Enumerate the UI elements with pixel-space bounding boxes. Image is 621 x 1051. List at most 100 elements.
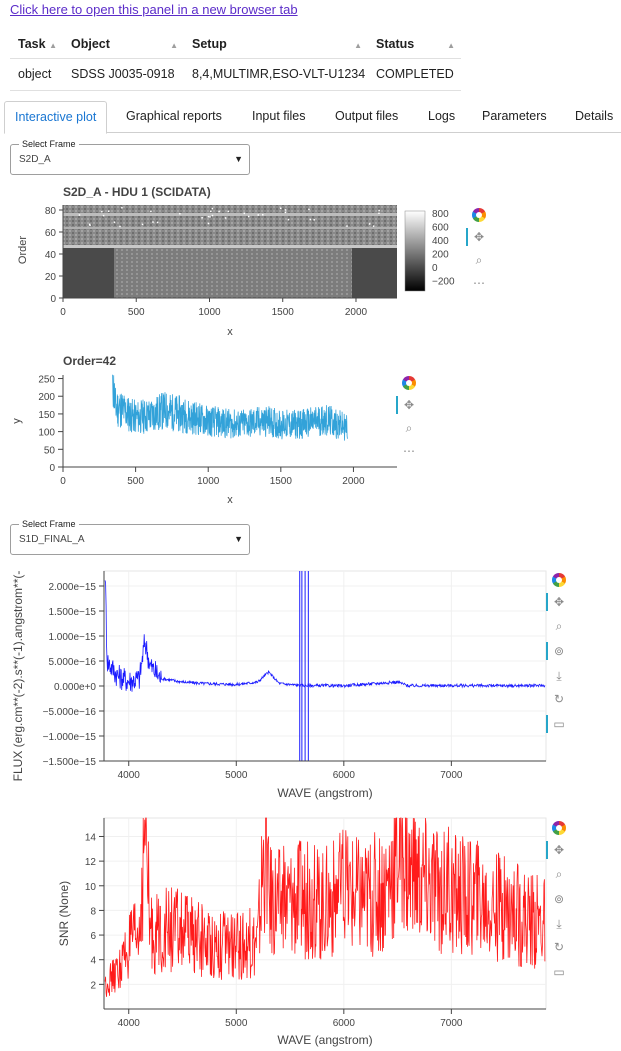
snr-line-chart[interactable]: 2 4 6 8 10 12 14 4000 5000 6000 7000 WAVE (angstrom… [0,812,560,1051]
select-frame-dropdown[interactable]: Select Frame S2D_A ▼ [10,139,250,175]
hover-icon[interactable]: ⊚ [546,641,569,661]
comment-icon[interactable]: ▭ [553,965,565,979]
y-tick-label: 4 [90,956,96,967]
hot-pixel [150,210,152,213]
x-axis-label: WAVE (angstrom) [277,1033,372,1047]
reset-icon[interactable]: ↻ [553,940,565,954]
tab-details[interactable]: Details [575,109,614,123]
x-tick-label: 1000 [197,476,220,487]
colorbar-tick-label: 600 [432,223,449,234]
box-zoom-icon[interactable]: ⌕ [555,619,563,633]
hot-pixel [152,221,154,223]
y-tick-label: 50 [44,445,56,456]
hot-pixel [210,210,212,213]
x-tick-label: 6000 [333,770,356,781]
more-icon[interactable]: ⋯ [403,444,415,458]
column-header-status[interactable]: Status ▲ [368,30,461,59]
plot-title: S2D_A - HDU 1 (SCIDATA) [63,185,211,199]
chart-title: Order=42 [63,354,116,368]
pan-icon[interactable]: ✥ [546,840,569,860]
colorbar [404,210,426,292]
open-new-tab-link[interactable]: Click here to open this panel in a new b… [10,2,298,17]
hot-pixel [119,225,121,228]
select-frame-dropdown-2[interactable]: Select Frame S1D_FINAL_A ▼ [10,519,250,555]
hot-pixel [201,217,203,219]
tab-input-files[interactable]: Input files [252,109,306,123]
y-tick-label: 60 [45,228,57,239]
box-zoom-icon[interactable]: ⌕ [475,253,483,267]
flux-line-chart[interactable]: 2.000e−15 1.500e−15 1.000e−15 5.000e−16 0.00… [0,565,560,805]
order-line-chart[interactable]: Order=42 0 50 100 150 200 250 0 500 1000 1500 2000 x… [0,350,420,510]
series-line [112,374,348,441]
x-axis-label: x [227,494,233,506]
box-zoom-icon[interactable]: ⌕ [555,867,563,881]
x-tick-label: 6000 [333,1018,356,1029]
bokeh-logo[interactable] [399,373,419,393]
more-icon[interactable]: ⋯ [473,276,485,290]
chevron-down-icon: ▼ [234,534,243,544]
tab-logs[interactable]: Logs [428,109,456,123]
box-zoom-icon[interactable]: ⌕ [405,421,413,435]
pan-icon[interactable]: ✥ [466,227,489,247]
hot-pixel [284,209,287,211]
hot-pixel [179,213,181,215]
y-tick-label: 2 [90,980,96,991]
y-axis: 0 20 40 60 80 [45,205,64,305]
y-tick-label: 80 [45,206,57,217]
hot-pixel [88,223,91,226]
tab-parameters[interactable]: Parameters [482,109,547,123]
colorbar-tick-label: 800 [432,209,449,220]
bokeh-logo[interactable] [549,570,569,590]
hot-pixel [287,218,290,221]
hot-pixel [101,210,103,213]
plot-frame [103,570,547,762]
x-tick-label: 1000 [198,307,221,318]
tab-interactive-plot[interactable]: Interactive plot [4,101,108,134]
x-tick-label: 2000 [345,307,368,318]
hot-pixel [368,223,371,225]
select-frame-label: Select Frame [19,519,79,529]
y-tick-label: 12 [85,857,97,868]
comment-icon[interactable]: ▭ [546,714,569,734]
y-tick-label: 1.500e−15 [48,607,96,618]
sort-icon: ▲ [49,41,57,50]
bokeh-logo[interactable] [549,818,569,838]
y-tick-label: 2.000e−15 [48,582,96,593]
x-tick-label: 4000 [118,770,141,781]
tab-output-files[interactable]: Output files [335,109,399,123]
header-label: Task [18,36,46,51]
hot-pixel [279,207,282,210]
y-tick-label: 10 [85,882,97,893]
sort-icon: ▲ [354,41,362,50]
save-icon[interactable]: ⤓ [556,669,562,683]
column-header-object[interactable]: Object ▲ [63,30,184,59]
table-row[interactable]: object SDSS J0035-0918 8,4,MULTIMR,ESO-V… [10,58,461,91]
y-tick-label: 100 [38,428,55,439]
hot-pixel [211,214,214,217]
x-tick-label: 1500 [270,476,293,487]
y-tick-label: 20 [45,272,57,283]
hot-pixel [247,215,250,218]
hot-pixel [89,224,91,227]
hot-pixel [313,219,315,221]
column-header-setup[interactable]: Setup ▲ [184,30,368,59]
hot-pixel [378,212,380,214]
hot-pixel [78,214,81,216]
y-tick-label: 250 [38,375,55,386]
save-icon[interactable]: ⤓ [556,917,562,931]
x-tick-label: 0 [60,307,66,318]
image-plot-2d[interactable]: S2D_A - HDU 1 (SCIDATA) 0 20 40 60 80 0 500 10… [0,180,500,340]
x-tick-label: 5000 [225,770,248,781]
bokeh-logo[interactable] [469,205,489,225]
pan-icon[interactable]: ✥ [546,592,569,612]
hover-icon[interactable]: ⊚ [553,892,565,906]
colorbar-ticks: 800 600 400 200 0 −200 [432,209,455,288]
y-axis-label: FLUX (erg.cm**(-2).s**(-1).angstrom**(- [11,571,25,782]
tab-graphical-reports[interactable]: Graphical reports [126,109,222,123]
x-axis: 0 500 1000 1500 2000 [60,297,397,318]
reset-icon[interactable]: ↻ [553,692,565,706]
hot-pixel [257,214,260,216]
pan-icon[interactable]: ✥ [396,395,419,415]
x-tick-label: 2000 [342,476,365,487]
column-header-task[interactable]: Task ▲ [10,30,63,59]
